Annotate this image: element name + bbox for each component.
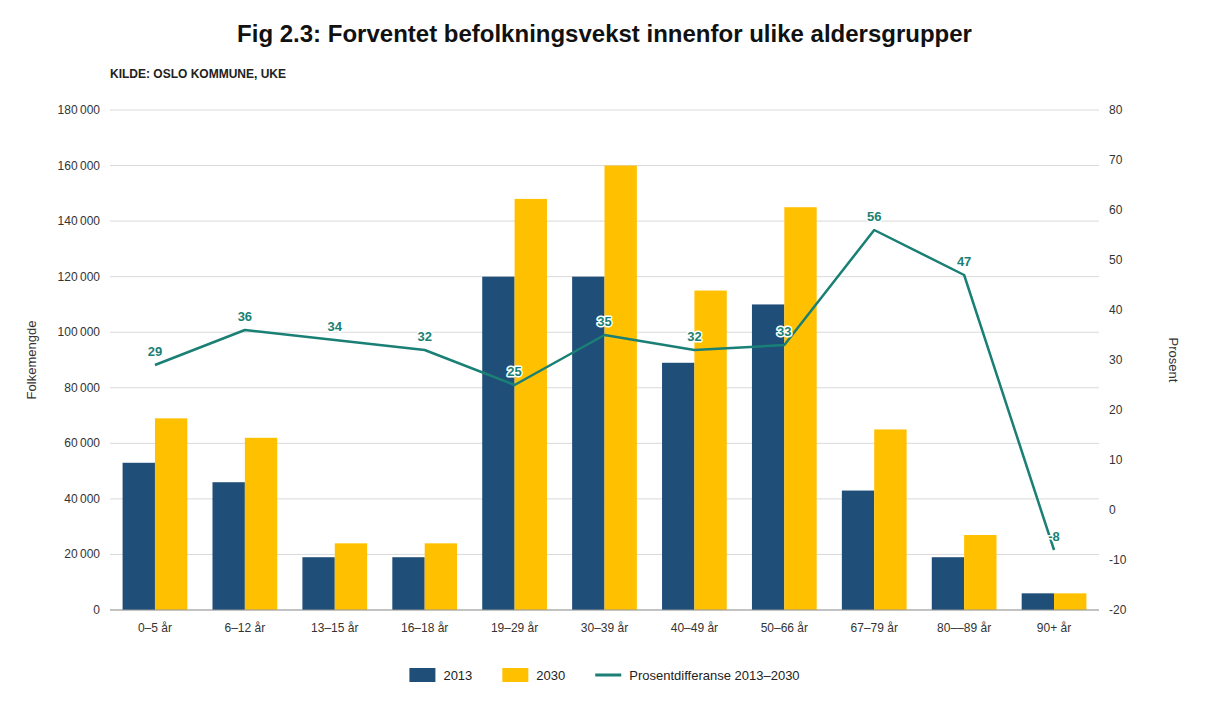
x-tick-label: 40–49 år — [671, 621, 718, 635]
y2-axis-label: Prosent — [1166, 338, 1181, 383]
data-labels: 29 36 34 32 25 35 32 33 56 47 -8 — [148, 209, 1060, 544]
legend-item: 2030 — [502, 668, 565, 683]
x-tick-label: 50–66 år — [761, 621, 808, 635]
bar — [964, 535, 996, 610]
y-tick-label: 40 000 — [64, 492, 100, 506]
y2-tick-label: 70 — [1109, 153, 1123, 167]
y-tick-label: 60 000 — [64, 436, 100, 450]
annotation: KILDE: OSLO KOMMUNE, UKE — [110, 67, 286, 81]
legend-label: 2013 — [443, 668, 472, 683]
x-tick-label: 90+ år — [1037, 621, 1071, 635]
data-label: 29 — [148, 344, 162, 359]
y2-tick-label: 20 — [1109, 403, 1123, 417]
legend-swatch — [595, 674, 621, 677]
legend-swatch — [502, 668, 528, 682]
y-tick-label: 160 000 — [58, 159, 101, 173]
y-tick-label: 100 000 — [58, 325, 101, 339]
y-tick-label: 0 — [93, 603, 100, 617]
bar — [155, 418, 187, 610]
y2-tick-label: 0 — [1109, 503, 1116, 517]
grid — [110, 110, 1099, 610]
bar — [752, 304, 784, 610]
bar — [874, 429, 906, 610]
y-tick-label: 20 000 — [64, 547, 100, 561]
bar — [842, 491, 874, 610]
data-label: 32 — [687, 329, 701, 344]
bar — [123, 463, 155, 610]
x-axis-line — [110, 610, 1099, 611]
y-axis-label: Folkemengde — [24, 321, 39, 400]
bar — [212, 482, 244, 610]
data-label: 32 — [417, 329, 431, 344]
x-tick-label: 6–12 år — [225, 621, 266, 635]
y-tick-label: 120 000 — [58, 270, 101, 284]
legend-item: 2013 — [409, 668, 472, 683]
chart: Fig 2.3: Forventet befolkningsvekst inne… — [0, 0, 1209, 725]
x-tick-label: 13–15 år — [311, 621, 358, 635]
y2-tick-label: 40 — [1109, 303, 1123, 317]
data-label: 56 — [867, 209, 881, 224]
data-label: 25 — [507, 364, 521, 379]
y2-tick-label: 50 — [1109, 253, 1123, 267]
y2-tick-label: 60 — [1109, 203, 1123, 217]
legend-label: 2030 — [536, 668, 565, 683]
grid-line — [110, 110, 1099, 111]
bar — [335, 543, 367, 610]
bar — [515, 199, 547, 610]
bar — [392, 557, 424, 610]
y-tick-label: 80 000 — [64, 381, 100, 395]
x-tick-label: 30–39 år — [581, 621, 628, 635]
data-label: 35 — [597, 314, 611, 329]
grid-line — [110, 610, 1099, 611]
data-label: 47 — [957, 254, 971, 269]
bar — [1054, 593, 1086, 610]
bar — [605, 166, 637, 610]
bar — [425, 543, 457, 610]
bar — [662, 363, 694, 610]
bar — [245, 438, 277, 610]
y2-tick-label: 80 — [1109, 103, 1123, 117]
y2-tick-label: 30 — [1109, 353, 1123, 367]
data-label: -8 — [1048, 529, 1060, 544]
y2-tick-label: -20 — [1109, 603, 1127, 617]
legend-swatch — [409, 668, 435, 682]
bar — [302, 557, 334, 610]
y2-tick-label: -10 — [1109, 553, 1127, 567]
x-tick-label: 0–5 år — [138, 621, 172, 635]
x-tick-label: 19–29 år — [491, 621, 538, 635]
y2-tick-label: 10 — [1109, 453, 1123, 467]
legend-item: Prosentdifferanse 2013–2030 — [595, 668, 799, 683]
x-tick-label: 67–79 år — [851, 621, 898, 635]
bar — [932, 557, 964, 610]
bar — [482, 277, 514, 610]
bar — [784, 207, 816, 610]
legend: 2013 2030 Prosentdifferanse 2013–2030 — [409, 668, 799, 683]
data-label: 33 — [777, 324, 791, 339]
y-tick-label: 140 000 — [58, 214, 101, 228]
bar — [1022, 593, 1054, 610]
x-tick-label: 80––89 år — [937, 621, 991, 635]
plot-area — [123, 166, 1087, 610]
legend-label: Prosentdifferanse 2013–2030 — [629, 668, 799, 683]
line — [155, 230, 1054, 550]
title: Fig 2.3: Forventet befolkningsvekst inne… — [237, 20, 972, 47]
y-tick-label: 180 000 — [58, 103, 101, 117]
x-tick-label: 16–18 år — [401, 621, 448, 635]
data-label: 34 — [328, 319, 343, 334]
data-label: 36 — [238, 309, 252, 324]
